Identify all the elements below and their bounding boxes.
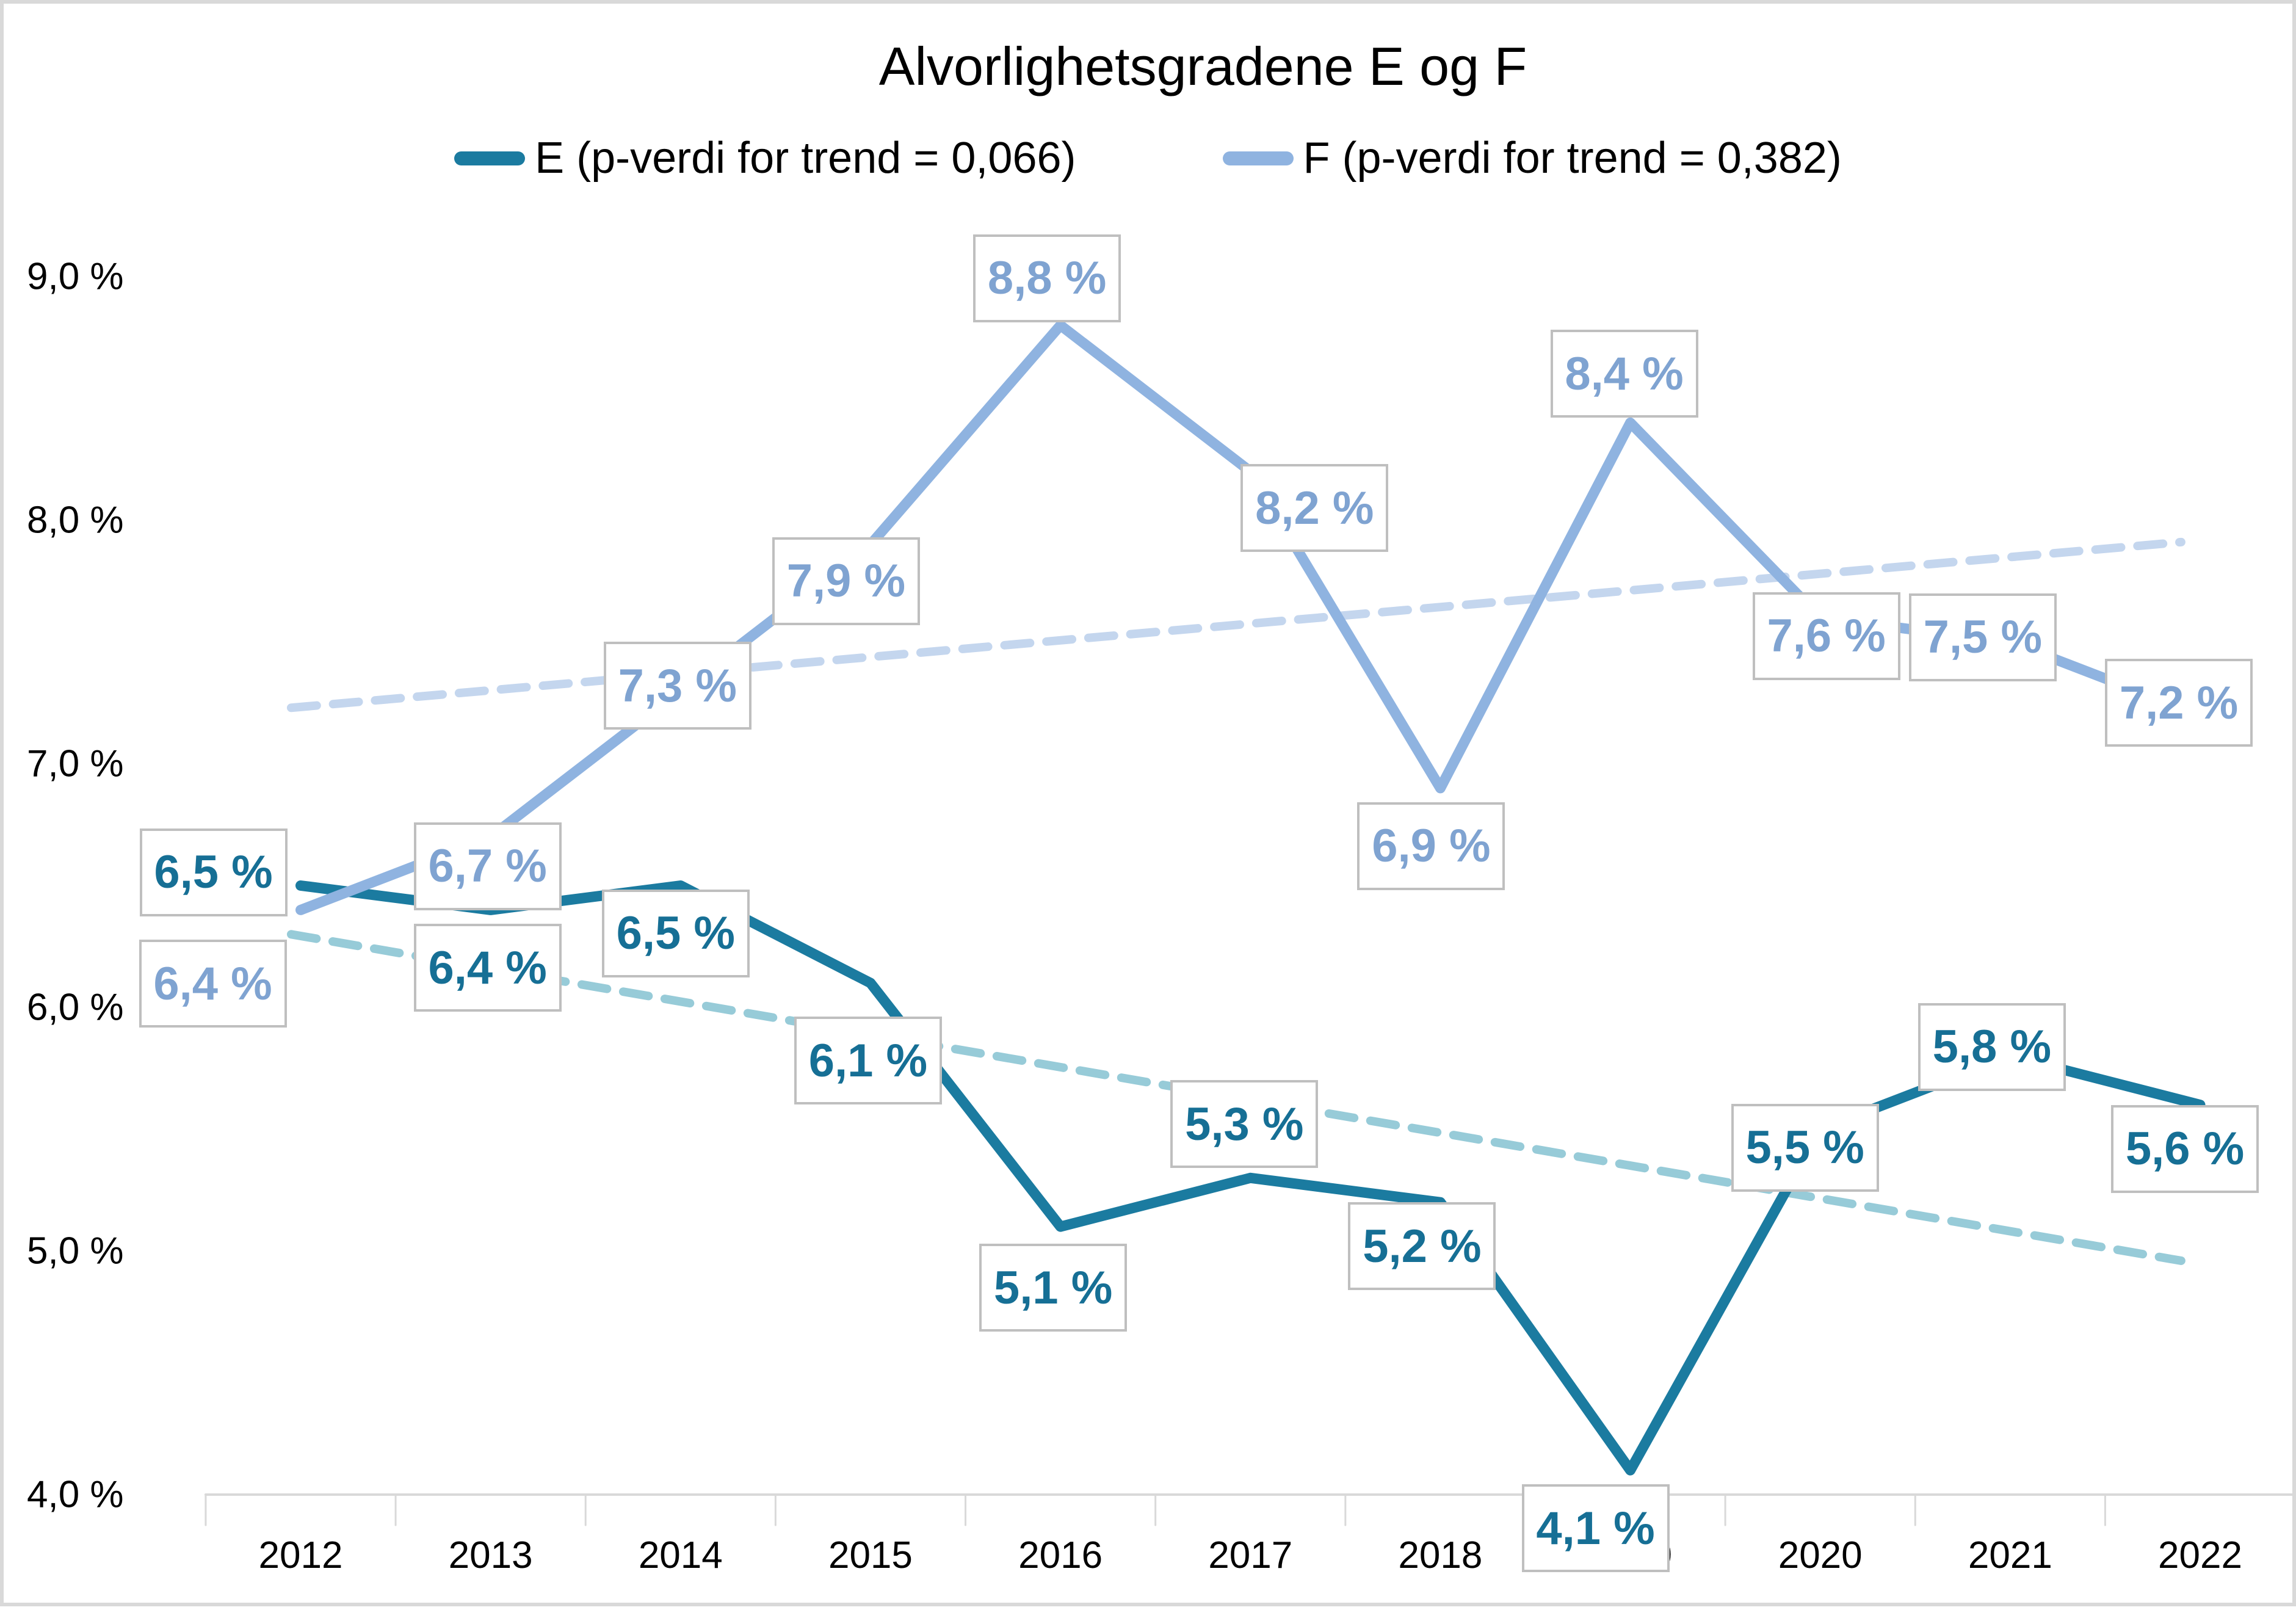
legend-label-f: F (p-verdi for trend = 0,382) xyxy=(1303,134,1842,183)
y-axis-tick-label: 6,0 % xyxy=(27,986,124,1029)
legend-item-f: F (p-verdi for trend = 0,382) xyxy=(1222,133,1842,183)
data-label-f-2012: 6,4 % xyxy=(139,940,287,1028)
y-axis-tick-label: 4,0 % xyxy=(27,1473,124,1516)
series-f-line-marker-icon xyxy=(1222,151,1294,165)
data-label-f-2017: 8,2 % xyxy=(1240,464,1389,553)
legend-item-e: E (p-verdi for trend = 0,066) xyxy=(454,133,1076,183)
data-label-e-2018: 5,2 % xyxy=(1348,1202,1496,1291)
data-label-f-2022: 7,2 % xyxy=(2105,659,2253,747)
x-axis-tick-label: 2022 xyxy=(2158,1534,2242,1576)
series-line-e xyxy=(295,880,2206,1476)
data-label-e-2012: 6,5 % xyxy=(139,828,288,916)
y-axis-tick-label: 9,0 % xyxy=(27,255,124,298)
series-e-line-marker-icon xyxy=(454,151,526,165)
data-label-e-2016: 5,1 % xyxy=(979,1244,1128,1332)
data-label-e-2019: 4,1 % xyxy=(1521,1484,1670,1573)
data-label-f-2016: 8,8 % xyxy=(973,234,1121,322)
legend-label-e: E (p-verdi for trend = 0,066) xyxy=(535,134,1076,183)
data-label-e-2021: 5,8 % xyxy=(1918,1003,2066,1091)
y-axis-tick-label: 5,0 % xyxy=(27,1230,124,1272)
x-axis-tick-label: 2016 xyxy=(1018,1534,1103,1576)
x-axis-tick-label: 2018 xyxy=(1398,1534,1483,1576)
x-axis-tick-label: 2017 xyxy=(1208,1534,1293,1576)
data-label-f-2020: 7,6 % xyxy=(1752,592,1900,680)
data-label-e-2017: 5,3 % xyxy=(1170,1080,1319,1169)
x-axis-tick-label: 2014 xyxy=(638,1534,723,1576)
plot-area xyxy=(204,320,2296,1526)
x-axis-tick-label: 2021 xyxy=(1968,1534,2052,1576)
trendline-e xyxy=(286,930,2186,1265)
y-axis-tick-label: 8,0 % xyxy=(27,499,124,542)
x-axis-tick-label: 2015 xyxy=(828,1534,913,1576)
data-label-f-2021: 7,5 % xyxy=(1908,593,2057,681)
chart-title: Alvorlighetsgradene E og F xyxy=(878,36,1527,96)
data-label-e-2020: 5,5 % xyxy=(1731,1103,1879,1192)
data-label-e-2014: 6,5 % xyxy=(601,889,750,977)
x-axis-tick-label: 2012 xyxy=(258,1534,343,1576)
x-axis-tick-label: 2020 xyxy=(1778,1534,1863,1576)
legend: E (p-verdi for trend = 0,066) F (p-verdi… xyxy=(4,133,2292,183)
data-label-e-2013: 6,4 % xyxy=(413,924,562,1012)
data-label-f-2015: 7,9 % xyxy=(772,537,920,625)
data-label-f-2018: 6,9 % xyxy=(1357,802,1505,890)
data-label-f-2013: 6,7 % xyxy=(413,822,562,910)
data-label-e-2022: 5,6 % xyxy=(2111,1104,2259,1193)
data-label-e-2015: 6,1 % xyxy=(794,1017,942,1105)
x-axis-tick-label: 2013 xyxy=(448,1534,533,1576)
line-chart: Alvorlighetsgradene E og F E (p-verdi fo… xyxy=(4,4,2296,1603)
data-label-f-2019: 8,4 % xyxy=(1550,330,1698,418)
y-axis-tick-label: 7,0 % xyxy=(27,742,124,785)
data-label-f-2014: 7,3 % xyxy=(603,642,751,730)
